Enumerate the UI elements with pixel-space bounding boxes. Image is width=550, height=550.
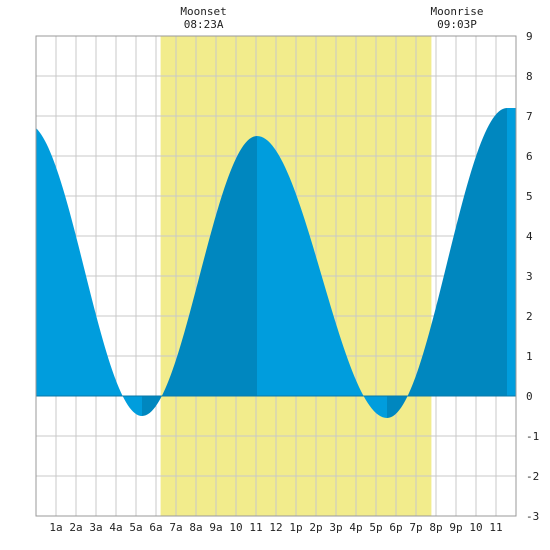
x-tick-label: 10 [229, 521, 242, 534]
y-tick-label: 3 [526, 270, 533, 283]
y-tick-label: 8 [526, 70, 533, 83]
x-tick-label: 3p [329, 521, 342, 534]
x-tick-label: 1a [49, 521, 62, 534]
x-tick-label: 4p [349, 521, 362, 534]
moon-event-name: Moonset [180, 5, 226, 18]
rising-tide-segment [387, 108, 507, 418]
y-tick-label: 9 [526, 30, 533, 43]
y-tick-label: 7 [526, 110, 533, 123]
y-tick-label: 5 [526, 190, 533, 203]
x-tick-label: 1p [289, 521, 302, 534]
y-tick-label: 4 [526, 230, 533, 243]
x-tick-label: 6a [149, 521, 162, 534]
moon-event-time: 08:23A [184, 18, 224, 31]
y-tick-label: 1 [526, 350, 533, 363]
x-tick-label: 3a [89, 521, 102, 534]
y-tick-label: -1 [526, 430, 539, 443]
x-tick-label: 7a [169, 521, 182, 534]
x-tick-label: 11 [249, 521, 262, 534]
falling-tide-segment [507, 108, 516, 396]
falling-tide-segment [36, 128, 142, 416]
x-tick-label: 9a [209, 521, 222, 534]
moon-event-time: 09:03P [437, 18, 477, 31]
y-tick-label: 0 [526, 390, 533, 403]
x-tick-label: 2p [309, 521, 322, 534]
x-tick-label: 9p [449, 521, 462, 534]
y-tick-label: 6 [526, 150, 533, 163]
x-tick-label: 6p [389, 521, 402, 534]
x-tick-label: 11 [489, 521, 502, 534]
x-tick-label: 4a [109, 521, 122, 534]
x-tick-label: 2a [69, 521, 82, 534]
falling-tide-segment [257, 136, 387, 418]
y-tick-label: 2 [526, 310, 533, 323]
x-tick-labels: 1a 2a 3a 4a 5a 6a 7a 8a 9a 10 11 12 1p 2p 3p 4p 5p 6p 7p 8p… [49, 521, 502, 534]
y-tick-labels: -3 -2 -1 0 1 2 3 4 5 6 7 8 9 [526, 30, 539, 523]
moon-event-name: Moonrise [431, 5, 484, 18]
x-tick-label: 8p [429, 521, 442, 534]
tide-area [36, 108, 516, 418]
x-tick-label: 7p [409, 521, 422, 534]
y-tick-label: -3 [526, 510, 539, 523]
x-tick-label: 5p [369, 521, 382, 534]
plot-frame [35, 35, 517, 517]
x-tick-label: 5a [129, 521, 142, 534]
rising-tide-segment [142, 136, 257, 416]
x-tick-label: 10 [469, 521, 482, 534]
y-tick-label: -2 [526, 470, 539, 483]
x-tick-label: 8a [189, 521, 202, 534]
x-tick-label: 12 [269, 521, 282, 534]
